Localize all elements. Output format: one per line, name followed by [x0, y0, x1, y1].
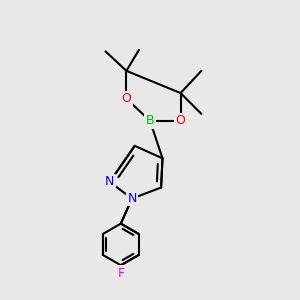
Text: N: N	[127, 192, 136, 205]
Text: B: B	[146, 114, 154, 127]
Text: F: F	[117, 267, 124, 280]
Text: O: O	[176, 114, 185, 127]
Text: O: O	[122, 92, 131, 105]
Text: N: N	[105, 176, 114, 188]
